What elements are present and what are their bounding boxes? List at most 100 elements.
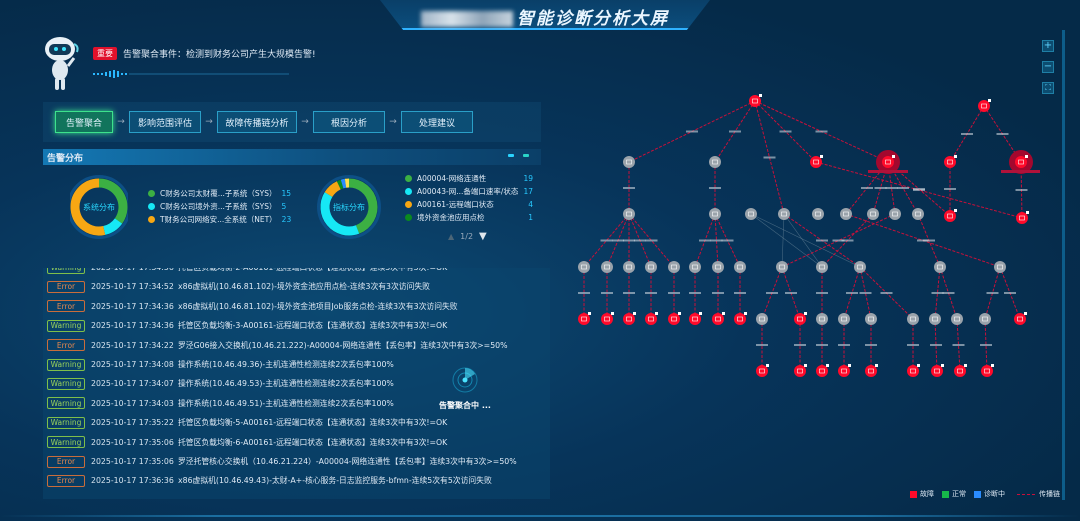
donut-slice[interactable] [102,218,123,235]
normal-node[interactable] [734,261,746,273]
normal-node[interactable] [712,261,724,273]
normal-node[interactable] [838,313,850,325]
fault-node[interactable] [668,313,680,325]
donut-slice[interactable] [340,178,347,189]
node-badge [820,155,823,158]
fault-node[interactable] [712,313,724,325]
fault-node[interactable] [931,365,943,377]
fault-node[interactable] [756,365,768,377]
log-row[interactable]: Warning 2025-10-17 17:34:36 托管区负载均衡-3-A001… [47,316,447,335]
fault-node[interactable] [794,313,806,325]
level-badge: Error [47,474,85,487]
log-row[interactable]: Warning 2025-10-17 17:35:06 托管区负载均衡-6-A001… [47,433,447,452]
log-row[interactable]: Warning 2025-10-17 17:34:08 操作系统(10.46.49.… [47,355,394,374]
fit-view-button[interactable]: ⛶ [1042,82,1054,94]
scrollbar[interactable] [1062,30,1065,500]
fault-node[interactable] [689,313,701,325]
normal-node[interactable] [816,261,828,273]
fault-node[interactable] [954,365,966,377]
fault-node[interactable] [907,365,919,377]
fault-node[interactable] [944,210,956,222]
normal-node[interactable] [745,208,757,220]
donut-slice[interactable] [324,181,342,198]
donut-slice[interactable] [348,178,378,234]
log-row[interactable]: Error 2025-10-17 17:34:36 x86虚拟机(10.46.81.… [47,297,458,316]
step-propagation-analysis[interactable]: 故障传播链分析 [217,111,297,133]
normal-node[interactable] [934,261,946,273]
fault-node[interactable] [794,365,806,377]
donut-slice[interactable] [320,192,360,236]
zoom-in-button[interactable]: + [1042,40,1054,52]
normal-node[interactable] [867,208,879,220]
fault-node[interactable] [1016,212,1028,224]
donut-slice[interactable] [336,179,344,190]
alert-log-list[interactable]: Warning 2025-10-17 17:34:56托管区负载均衡-2-A001… [43,268,550,499]
legend-value: 17 [523,187,533,196]
normal-node[interactable] [907,313,919,325]
normal-node[interactable] [889,208,901,220]
fault-node[interactable] [865,365,877,377]
log-row[interactable]: Warning 2025-10-17 17:35:22 托管区负载均衡-5-A001… [47,413,447,432]
log-row[interactable]: Warning 2025-10-17 17:34:03 操作系统(10.46.49.… [47,394,394,413]
normal-node[interactable] [623,156,635,168]
log-row[interactable]: Error 2025-10-17 17:36:36 x86虚拟机(10.46.49.… [47,471,492,490]
panel-toggle-icon[interactable] [523,154,529,157]
normal-node[interactable] [951,313,963,325]
donut-slice[interactable] [70,178,106,236]
step-impact-assessment[interactable]: 影响范围评估 [129,111,201,133]
node-badge [699,312,702,315]
normal-node[interactable] [645,261,657,273]
propagation-graph[interactable] [560,80,1040,390]
fault-node[interactable] [601,313,613,325]
prev-page-icon[interactable]: ▲ [448,232,455,241]
normal-node[interactable] [601,261,613,273]
normal-node[interactable] [816,313,828,325]
fault-node[interactable] [645,313,657,325]
normal-node[interactable] [709,156,721,168]
step-root-cause[interactable]: 根因分析 [313,111,385,133]
fault-node[interactable] [981,365,993,377]
fault-node[interactable] [944,156,956,168]
fault-node[interactable] [882,156,894,168]
fault-node[interactable] [978,100,990,112]
step-suggestion[interactable]: 处理建议 [401,111,473,133]
fault-node[interactable] [838,365,850,377]
fault-node[interactable] [734,313,746,325]
normal-node[interactable] [689,261,701,273]
normal-node[interactable] [812,208,824,220]
log-row[interactable]: Error 2025-10-17 17:34:22 罗泾G06接入交换机(10.46… [47,336,508,355]
fault-node[interactable] [623,313,635,325]
legend-value: 15 [281,189,292,198]
zoom-out-button[interactable]: − [1042,61,1054,73]
normal-node[interactable] [578,261,590,273]
fault-node[interactable] [749,95,761,107]
normal-node[interactable] [623,208,635,220]
normal-node[interactable] [778,208,790,220]
log-row[interactable]: Warning 2025-10-17 17:34:56托管区负载均衡-2-A001… [47,268,447,277]
donut-slice[interactable] [98,178,128,224]
normal-node[interactable] [979,313,991,325]
normal-node[interactable] [709,208,721,220]
fault-node[interactable] [816,365,828,377]
normal-node[interactable] [854,261,866,273]
next-page-icon[interactable]: ▼ [479,231,487,242]
normal-node[interactable] [840,208,852,220]
normal-node[interactable] [623,261,635,273]
normal-node[interactable] [668,261,680,273]
panel-toggle-icon[interactable] [508,154,514,157]
log-row[interactable]: Error 2025-10-17 17:34:52 x86虚拟机(10.46.81.… [47,277,430,296]
fault-node[interactable] [578,313,590,325]
log-row[interactable]: Error 2025-10-17 17:35:06 罗泾托管核心交换机（10.46.… [47,452,517,471]
fault-node[interactable] [1014,313,1026,325]
step-alert-aggregation[interactable]: 告警聚合 [55,111,113,133]
normal-node[interactable] [994,261,1006,273]
fault-node[interactable] [1015,156,1027,168]
normal-node[interactable] [756,313,768,325]
edge-label [623,239,635,242]
normal-node[interactable] [912,208,924,220]
fault-node[interactable] [810,156,822,168]
normal-node[interactable] [776,261,788,273]
log-row[interactable]: Warning 2025-10-17 17:34:07 操作系统(10.46.49.… [47,374,394,393]
normal-node[interactable] [929,313,941,325]
normal-node[interactable] [865,313,877,325]
